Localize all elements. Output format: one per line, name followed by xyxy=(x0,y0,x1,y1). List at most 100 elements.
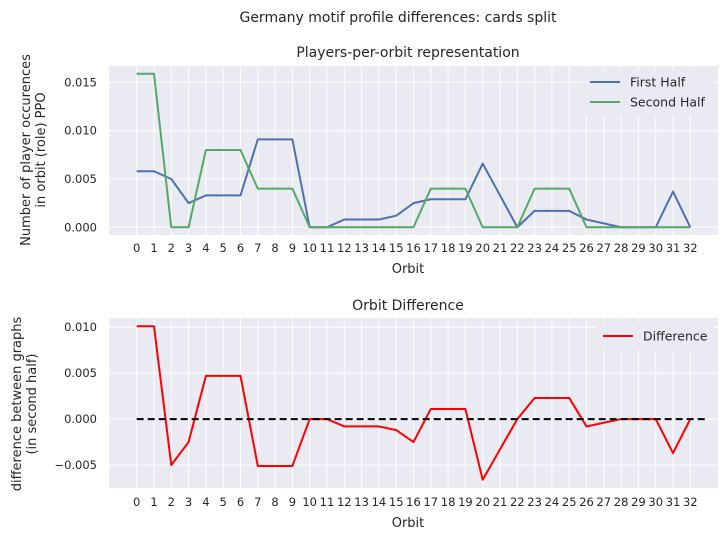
difference-x-tick-label: 31 xyxy=(666,495,681,509)
ppo-x-tick-label: 25 xyxy=(562,241,577,255)
difference-x-tick-label: 24 xyxy=(545,495,560,509)
difference-y-tick-label: −0.005 xyxy=(54,458,97,472)
ppo-y-tick-label: 0.010 xyxy=(64,124,97,138)
plot-difference: Orbit Difference 0 1 2 3 4 5 6 7 8 9 10 11 12 13 14 15 1… xyxy=(10,298,718,531)
difference-x-tick-label: 26 xyxy=(579,495,594,509)
difference-x-tick-label: 25 xyxy=(562,495,577,509)
ppo-x-tick-label: 19 xyxy=(458,241,473,255)
difference-x-tick-label: 28 xyxy=(614,495,629,509)
difference-y-tick-label: 0.010 xyxy=(64,320,97,334)
ppo-y-tick-label: 0.005 xyxy=(64,172,97,186)
ppo-y-tick-label: 0.015 xyxy=(64,75,97,89)
ppo-x-tick-label: 2 xyxy=(168,241,175,255)
ppo-x-tick-label: 8 xyxy=(271,241,278,255)
difference-x-tick-label: 7 xyxy=(254,495,261,509)
ppo-x-tick-label: 4 xyxy=(202,241,209,255)
difference-x-tick-label: 18 xyxy=(441,495,456,509)
ppo-xlabel: Orbit xyxy=(392,262,425,277)
ppo-series-group xyxy=(136,72,692,229)
ppo-ylabel-line1: Number of player occurences xyxy=(19,54,34,246)
difference-title: Orbit Difference xyxy=(352,298,464,314)
difference-x-tick-label: 13 xyxy=(354,495,369,509)
ppo-x-tick-label: 18 xyxy=(441,241,456,255)
difference-x-tick-label: 12 xyxy=(337,495,352,509)
ppo-x-tick-label: 30 xyxy=(648,241,663,255)
difference-x-tick-label: 0 xyxy=(133,495,140,509)
difference-x-ticks: 0 1 2 3 4 5 6 7 8 9 10 11 12 13 14 15 16 17 18 19 20 21 22 23 24… xyxy=(133,495,698,509)
difference-series-group xyxy=(136,325,708,481)
difference-legend: Difference xyxy=(596,322,714,350)
difference-x-tick-label: 22 xyxy=(510,495,525,509)
ppo-x-tick-label: 5 xyxy=(220,241,227,255)
difference-x-tick-label: 16 xyxy=(406,495,421,509)
figure-suptitle: Germany motif profile differences: cards… xyxy=(239,10,557,26)
ppo-x-tick-label: 26 xyxy=(579,241,594,255)
ppo-title: Players-per-orbit representation xyxy=(296,45,519,61)
difference-x-tick-label: 27 xyxy=(596,495,611,509)
ppo-x-tick-label: 12 xyxy=(337,241,352,255)
difference-series-difference-line xyxy=(136,325,692,481)
difference-x-tick-label: 29 xyxy=(631,495,646,509)
ppo-x-tick-label: 16 xyxy=(406,241,421,255)
difference-x-tick-label: 20 xyxy=(475,495,490,509)
ppo-y-tick-label: 0.000 xyxy=(64,220,97,234)
difference-x-tick-label: 1 xyxy=(150,495,157,509)
difference-ylabel-line1: difference between graphs xyxy=(10,316,25,491)
ppo-x-tick-label: 3 xyxy=(185,241,192,255)
ppo-x-tick-label: 23 xyxy=(527,241,542,255)
ppo-x-tick-label: 14 xyxy=(372,241,387,255)
difference-legend-frame xyxy=(596,322,714,350)
legend-first-half-label: First Half xyxy=(630,75,686,90)
difference-x-tick-label: 21 xyxy=(493,495,508,509)
ppo-x-tick-label: 20 xyxy=(475,241,490,255)
difference-x-tick-label: 11 xyxy=(320,495,335,509)
ppo-x-tick-label: 28 xyxy=(614,241,629,255)
difference-x-tick-label: 23 xyxy=(527,495,542,509)
ppo-grid xyxy=(109,66,718,235)
ppo-x-tick-label: 13 xyxy=(354,241,369,255)
difference-x-tick-label: 6 xyxy=(237,495,244,509)
ppo-x-tick-label: 11 xyxy=(320,241,335,255)
difference-x-tick-label: 3 xyxy=(185,495,192,509)
difference-x-tick-label: 8 xyxy=(271,495,278,509)
difference-x-tick-label: 32 xyxy=(683,495,698,509)
difference-x-tick-label: 2 xyxy=(168,495,175,509)
ppo-x-tick-label: 24 xyxy=(545,241,560,255)
difference-y-ticks: −0.005 0.000 0.005 0.010 xyxy=(54,320,97,472)
legend-second-half-label: Second Half xyxy=(630,95,706,110)
difference-x-tick-label: 10 xyxy=(302,495,317,509)
ppo-x-tick-label: 31 xyxy=(666,241,681,255)
ppo-legend: First Half Second Half xyxy=(582,69,714,116)
ppo-x-tick-label: 21 xyxy=(493,241,508,255)
ppo-x-tick-label: 22 xyxy=(510,241,525,255)
ppo-x-ticks: 0 1 2 3 4 5 6 7 8 9 10 11 12 13 14 15 16 17 18 19 20 21 22 23 24… xyxy=(133,241,698,255)
difference-x-tick-label: 5 xyxy=(220,495,227,509)
difference-x-tick-label: 15 xyxy=(389,495,404,509)
ppo-legend-frame xyxy=(582,69,714,116)
ppo-ylabel-line2: in orbit (role) PPO xyxy=(34,92,49,207)
ppo-x-tick-label: 32 xyxy=(683,241,698,255)
difference-xlabel: Orbit xyxy=(392,516,425,531)
ppo-x-tick-label: 17 xyxy=(423,241,438,255)
difference-y-tick-label: 0.005 xyxy=(64,366,97,380)
ppo-x-tick-label: 10 xyxy=(302,241,317,255)
difference-x-tick-label: 9 xyxy=(289,495,296,509)
difference-x-tick-label: 4 xyxy=(202,495,209,509)
ppo-x-tick-label: 27 xyxy=(596,241,611,255)
difference-y-tick-label: 0.000 xyxy=(64,412,97,426)
difference-x-tick-label: 14 xyxy=(372,495,387,509)
legend-difference-label: Difference xyxy=(643,329,708,344)
ppo-y-ticks: 0.000 0.005 0.010 0.015 xyxy=(64,75,97,234)
ppo-x-tick-label: 1 xyxy=(150,241,157,255)
ppo-x-tick-label: 15 xyxy=(389,241,404,255)
difference-ylabel-line2: (in second half) xyxy=(25,353,40,454)
ppo-x-tick-label: 7 xyxy=(254,241,261,255)
ppo-series-first-half-line xyxy=(136,138,692,229)
ppo-x-tick-label: 29 xyxy=(631,241,646,255)
ppo-series-second-half-line xyxy=(136,72,691,229)
difference-x-tick-label: 30 xyxy=(648,495,663,509)
ppo-x-tick-label: 6 xyxy=(237,241,244,255)
difference-x-tick-label: 19 xyxy=(458,495,473,509)
difference-x-tick-label: 17 xyxy=(423,495,438,509)
